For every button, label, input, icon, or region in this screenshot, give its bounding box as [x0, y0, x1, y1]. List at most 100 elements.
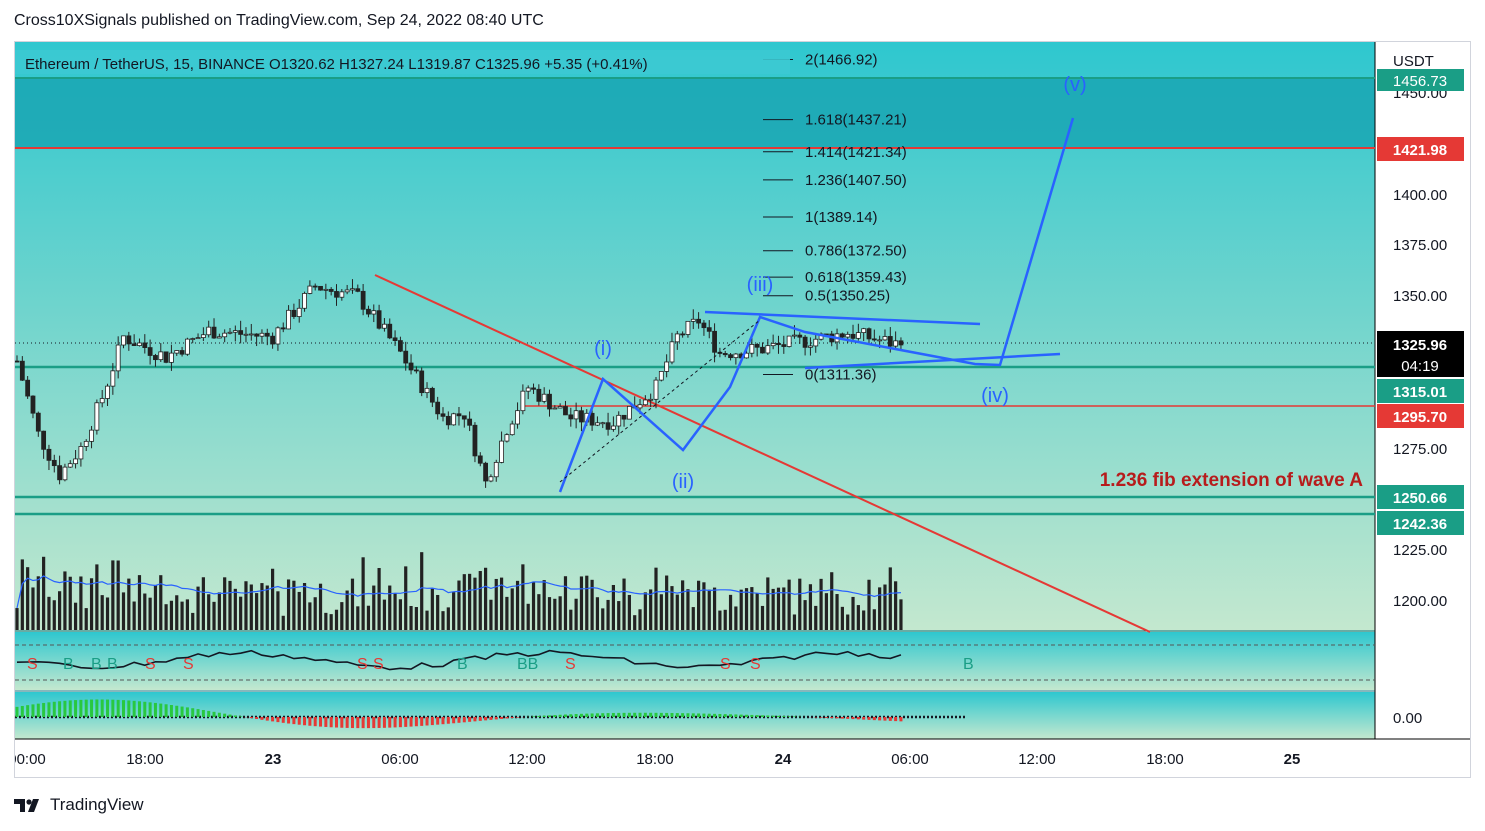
- oscillator-bar: [611, 712, 615, 717]
- badge-top-partial: [1377, 69, 1464, 91]
- volume-bar: [473, 577, 477, 630]
- channel-line: [559, 319, 761, 483]
- volume-bar: [569, 609, 573, 630]
- oscillator-bar: [500, 717, 504, 719]
- volume-bar: [356, 606, 360, 630]
- oscillator-bar: [212, 711, 216, 717]
- oscillator-bar: [303, 717, 307, 726]
- signal-marker: S: [373, 656, 384, 673]
- candle-body: [461, 415, 467, 420]
- signal-marker: S: [720, 656, 731, 673]
- volume-bar: [547, 597, 552, 630]
- candle-body: [392, 337, 398, 341]
- volume-bar: [79, 576, 83, 630]
- volume-bar: [26, 567, 30, 630]
- chart-svg[interactable]: 2(1466.92) 1.618(1437.21) 1.414(1421.34) 1.…: [15, 42, 1471, 778]
- candle-body: [531, 387, 536, 390]
- volume-bar: [840, 606, 844, 630]
- candle-body: [568, 414, 574, 420]
- candle-body: [429, 387, 435, 403]
- badge-support-1-text: 1315.01: [1393, 384, 1447, 401]
- oscillator-bar: [31, 704, 35, 717]
- volume-bar: [633, 615, 637, 630]
- oscillator-bar: [196, 709, 200, 717]
- oscillator-bar: [579, 713, 583, 717]
- candle-body: [515, 410, 520, 425]
- volume-bar: [137, 575, 142, 630]
- badge-top-partial-text: 1456.73: [1393, 73, 1447, 90]
- volume-bar: [196, 586, 200, 630]
- candle-body: [318, 285, 323, 291]
- chart-frame[interactable]: 2(1466.92) 1.618(1437.21) 1.414(1421.34) 1.…: [14, 41, 1471, 778]
- volume-bar: [888, 567, 892, 630]
- signal-marker: S: [183, 656, 194, 673]
- candle-body: [419, 370, 425, 394]
- candle-body: [360, 290, 366, 310]
- volume-bar: [622, 578, 626, 630]
- oscillator-bar: [872, 717, 876, 721]
- tradingview-brand[interactable]: TradingView: [14, 795, 144, 815]
- volume-bar: [835, 594, 839, 630]
- oscillator-bar: [185, 707, 189, 717]
- volume-bar: [521, 564, 525, 630]
- volume-bar: [446, 607, 450, 630]
- oscillator-bar: [292, 717, 296, 725]
- oscillator-bar: [404, 717, 408, 727]
- candle-body: [376, 310, 382, 329]
- oscillator-bar: [505, 717, 509, 719]
- descending-trendline: [374, 274, 1151, 633]
- candle-body: [259, 332, 265, 337]
- candle-body: [147, 347, 153, 356]
- volume-bar: [372, 585, 376, 630]
- candle-body: [611, 425, 616, 430]
- volume-bar: [185, 599, 189, 630]
- candle-body: [440, 413, 446, 417]
- candle-body: [850, 333, 856, 339]
- candle-body: [547, 393, 552, 410]
- triangle-upper-line: [704, 310, 981, 326]
- oscillator-bar: [468, 717, 472, 722]
- volume-bar: [84, 608, 88, 630]
- volume-bar: [643, 592, 647, 630]
- volume-bar: [73, 602, 78, 630]
- candle-body: [504, 434, 510, 442]
- candle-body: [302, 293, 307, 309]
- oscillator-bar: [313, 717, 317, 727]
- volume-bar: [350, 578, 355, 630]
- symbol-header[interactable]: Ethereum / TetherUS, 15, BINANCE O1320.6…: [25, 56, 648, 73]
- volume-bar: [31, 587, 35, 630]
- candle-body: [169, 352, 174, 363]
- candle-body: [41, 430, 47, 450]
- candle-body: [296, 307, 302, 317]
- volume-bar: [718, 610, 722, 630]
- candle-body: [477, 455, 483, 464]
- badge-last-price-text: 1325.96: [1393, 337, 1447, 354]
- oscillator-bar: [542, 715, 546, 717]
- volume-bar: [553, 598, 557, 630]
- badge-support-2-text: 1250.66: [1393, 490, 1447, 507]
- candle-body: [110, 370, 116, 387]
- candle-body: [893, 340, 899, 347]
- time-axis[interactable]: 00:00 18:00 23 06:00 12:00 18:00 24 06:0…: [15, 751, 1300, 768]
- volume-bar: [388, 585, 392, 630]
- price-axis[interactable]: USDT 1450.00 1400.00 1375.00 1350.00 127…: [1377, 53, 1464, 727]
- oscillator-bar: [233, 715, 237, 717]
- oscillator-bar: [271, 717, 275, 722]
- time-tick: 06:00: [891, 751, 929, 768]
- candle-body: [387, 323, 393, 339]
- candle-body: [179, 350, 185, 355]
- oscillator-bar: [148, 702, 152, 717]
- candle-body: [808, 345, 813, 348]
- candle-body: [366, 308, 371, 315]
- candle-body: [696, 318, 701, 324]
- volume-bar: [153, 584, 158, 630]
- candle-body: [626, 405, 632, 420]
- candle-body: [62, 466, 68, 481]
- oscillator-bar: [457, 717, 461, 723]
- oscillator-bar: [265, 717, 269, 721]
- volume-bar: [244, 581, 248, 630]
- candle-body: [334, 291, 339, 298]
- oscillator-bar: [159, 703, 163, 717]
- oscillator-bar: [345, 717, 349, 728]
- volume-bar: [452, 592, 456, 630]
